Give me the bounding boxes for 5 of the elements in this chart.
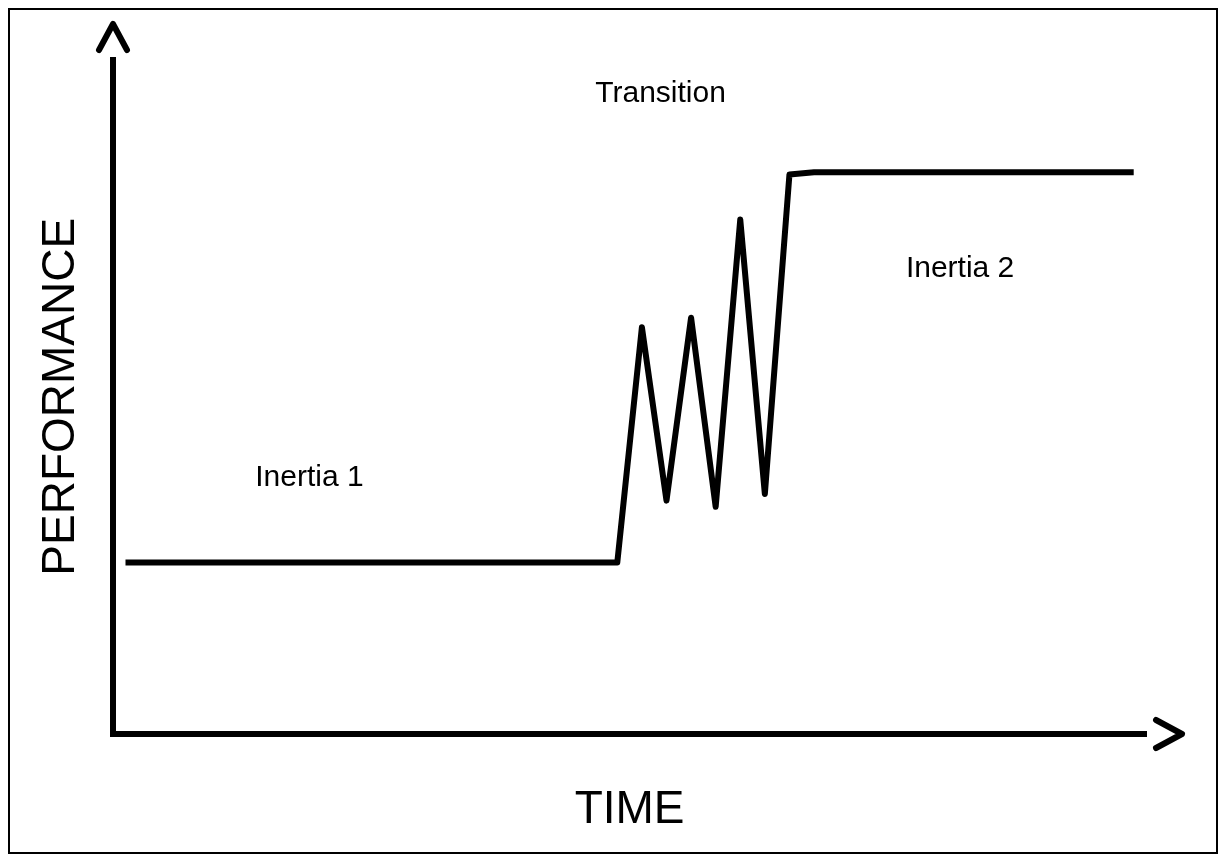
text: Transition: [595, 74, 726, 108]
annotation: Inertia 2: [905, 250, 1015, 284]
y-axis-title: PERFORMANCE: [32, 217, 85, 576]
annotation: Inertia 1: [255, 458, 364, 492]
x-axis-title: TIME: [574, 781, 685, 834]
